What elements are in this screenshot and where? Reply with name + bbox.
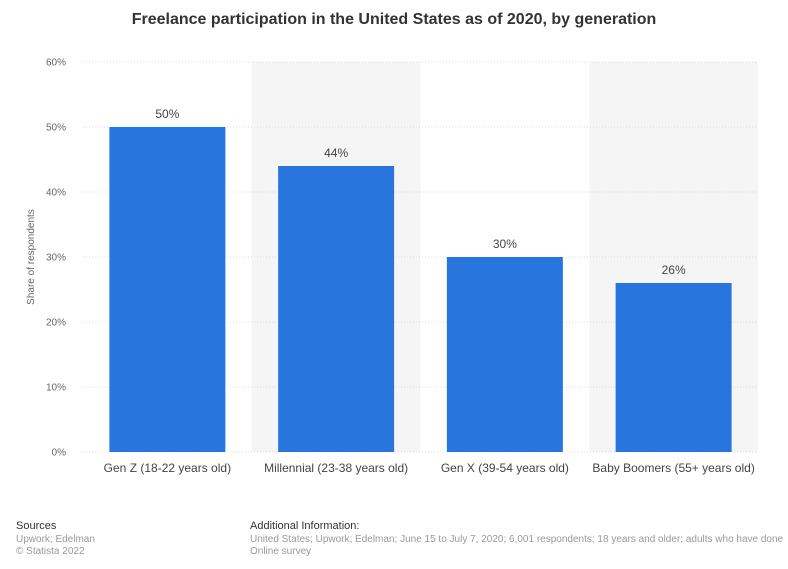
- y-tick-label: 40%: [46, 188, 66, 199]
- additional-info-block: Additional Information: United States; U…: [250, 520, 786, 558]
- bar-value-label: 26%: [662, 263, 686, 277]
- x-category-label: Gen Z (18-22 years old): [104, 461, 231, 475]
- additional-info-title: Additional Information:: [250, 520, 360, 532]
- bar: [446, 257, 563, 452]
- x-category-label: Gen X (39-54 years old): [441, 461, 569, 475]
- bar-value-label: 30%: [493, 237, 517, 251]
- bar: [109, 127, 226, 452]
- sources-block: Sources Upwork; Edelman © Statista 2022: [16, 520, 95, 558]
- y-tick-label: 0%: [52, 448, 67, 459]
- additional-info-line2: Online survey: [250, 546, 312, 557]
- copyright-text: © Statista 2022: [16, 546, 85, 557]
- bar-value-label: 50%: [155, 107, 179, 121]
- x-category-label: Millennial (23-38 years old): [264, 461, 408, 475]
- bar: [615, 283, 732, 452]
- y-tick-label: 50%: [46, 123, 66, 134]
- sources-text[interactable]: Upwork; Edelman: [16, 534, 95, 545]
- y-tick-label: 10%: [46, 383, 66, 394]
- bar: [278, 166, 395, 452]
- x-category-label: Baby Boomers (55+ years old): [592, 461, 754, 475]
- sources-title: Sources: [16, 520, 57, 532]
- bar-chart: 0% 10% 20% 30% 40% 50% 60% Share of respondents…: [26, 58, 758, 475]
- bar-value-label: 44%: [324, 146, 348, 160]
- y-axis-label: Share of respondents: [26, 209, 37, 305]
- y-tick-label: 60%: [46, 58, 66, 69]
- chart-title: Freelance participation in the United St…: [131, 11, 657, 28]
- additional-info-line1: United States; Upwork; Edelman; June 15 …: [250, 534, 784, 545]
- y-tick-label: 30%: [46, 253, 66, 264]
- y-tick-label: 20%: [46, 318, 66, 329]
